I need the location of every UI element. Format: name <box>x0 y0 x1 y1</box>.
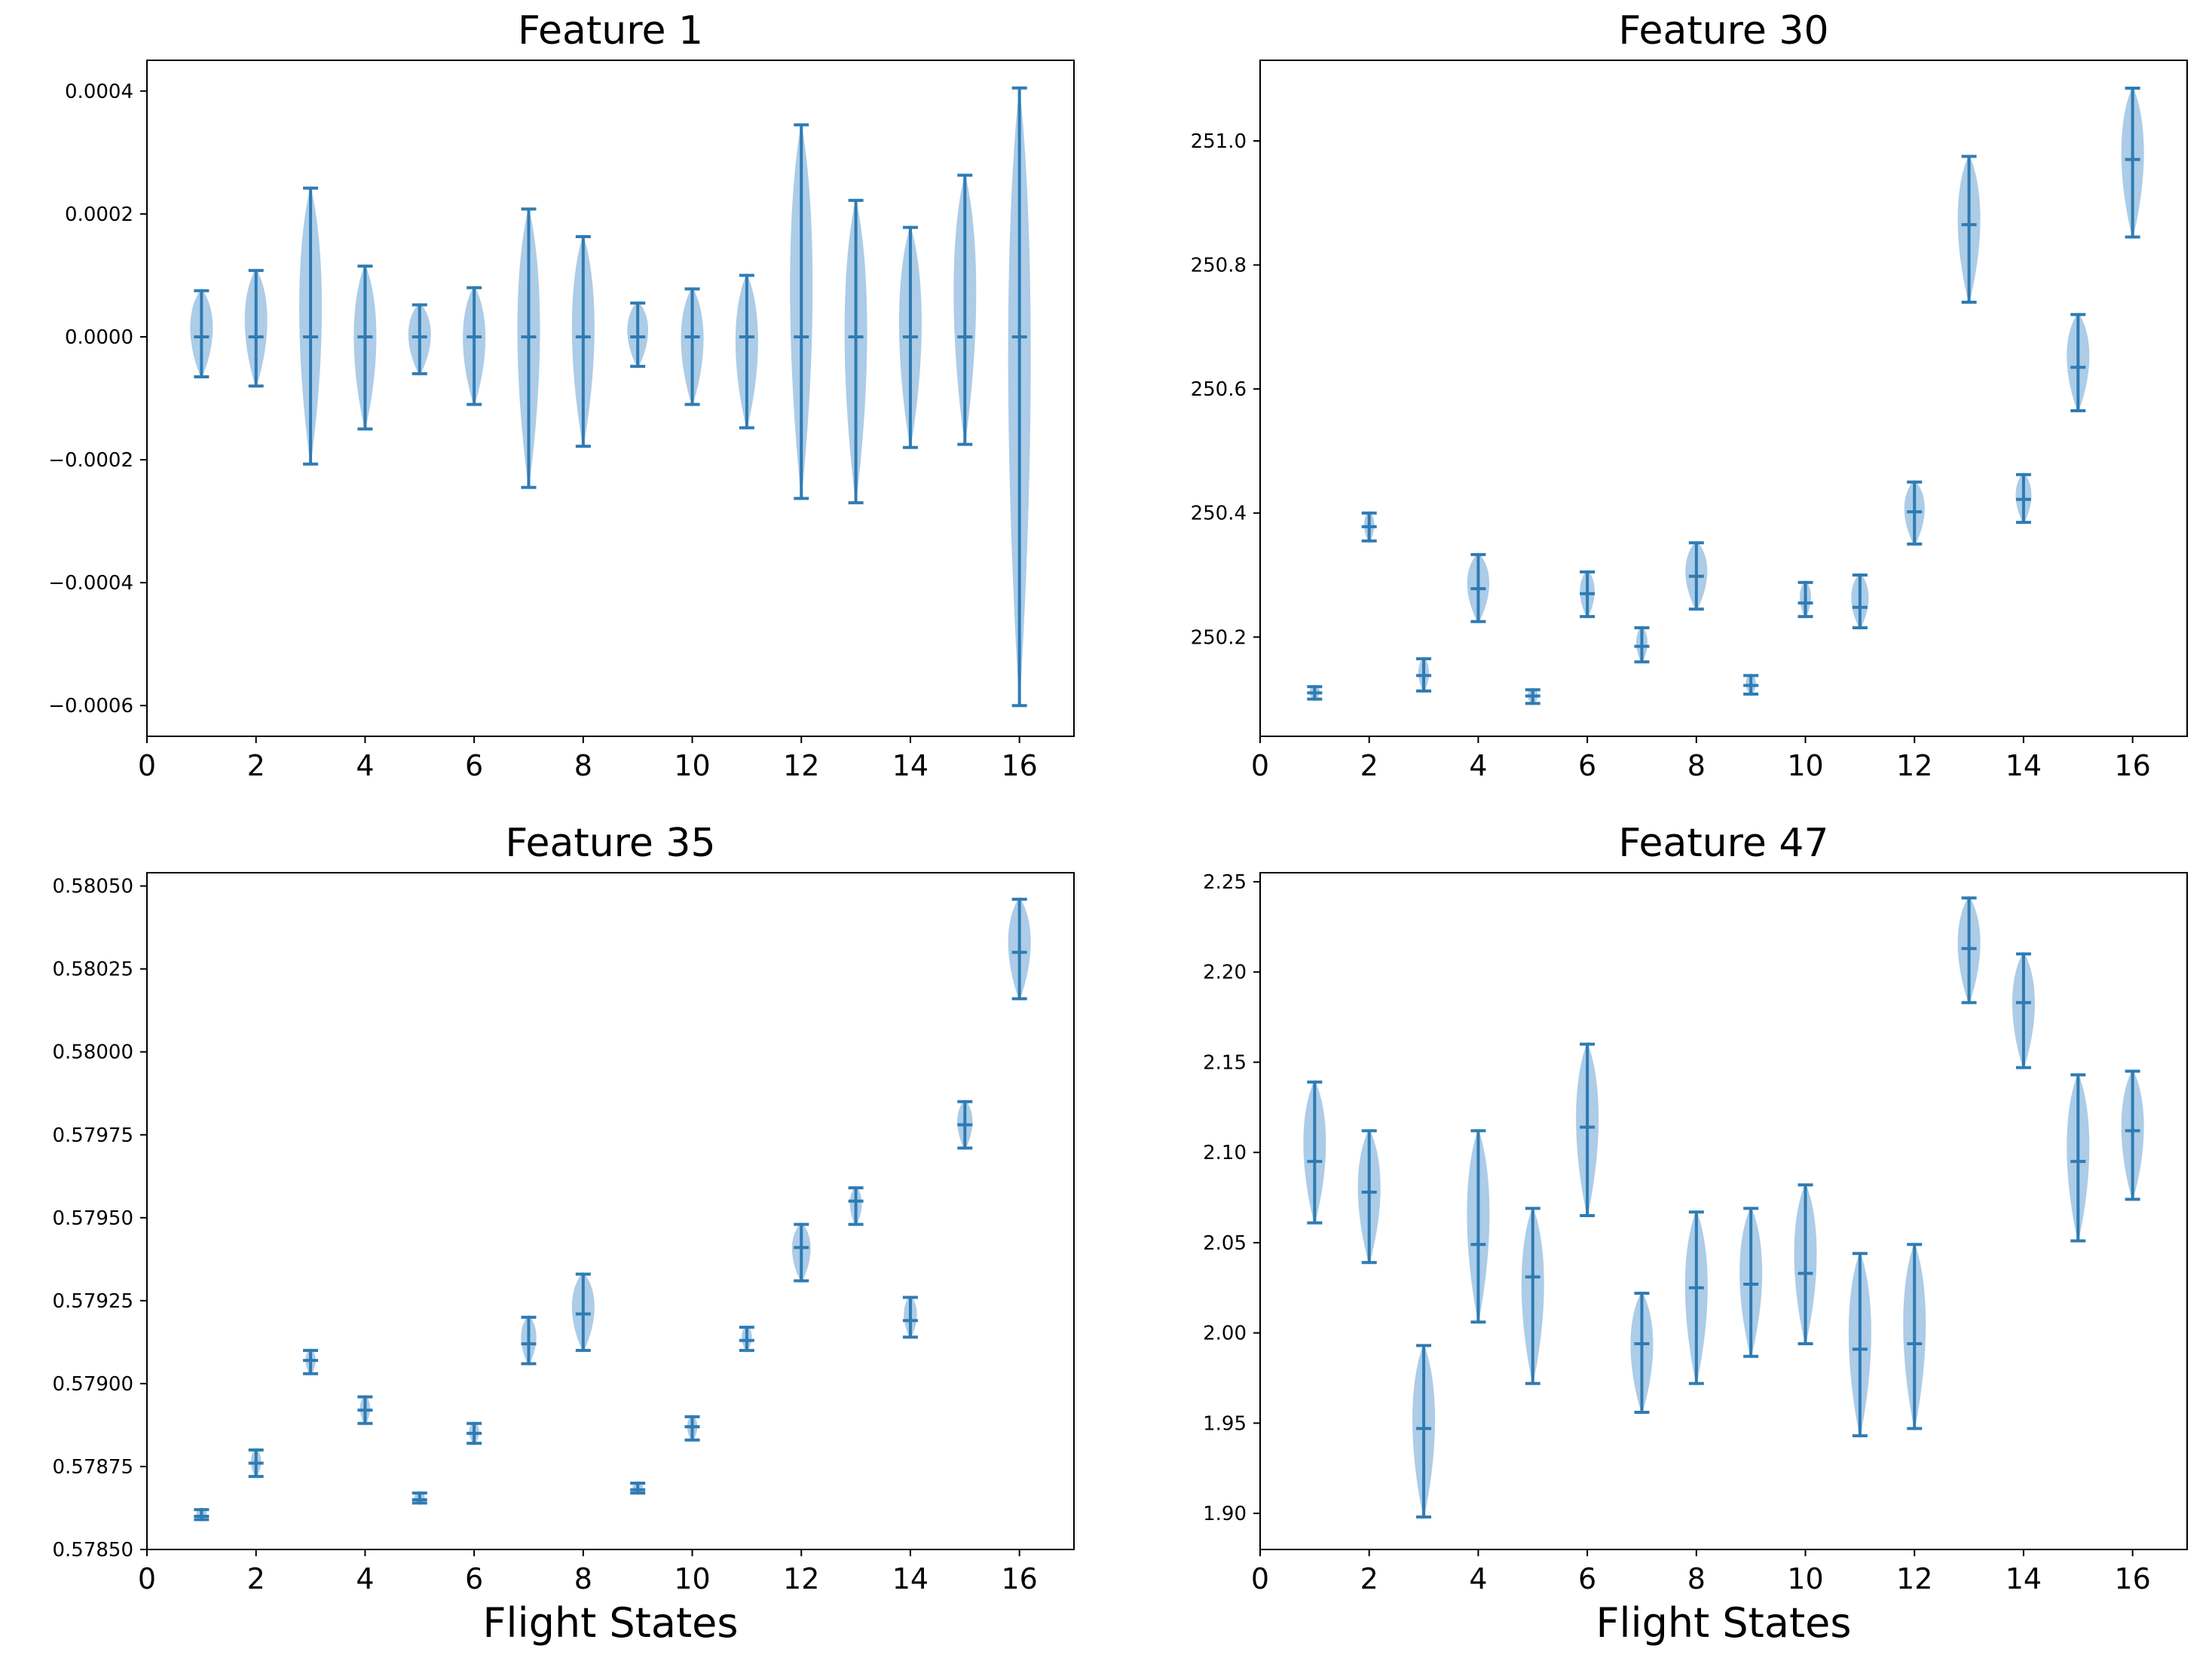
y-tick-label: 0.57850 <box>52 1539 133 1562</box>
x-tick-label: 8 <box>574 749 592 782</box>
y-tick-label: 250.2 <box>1191 626 1247 649</box>
x-tick-label: 16 <box>1001 749 1037 782</box>
x-tick-label: 12 <box>783 749 819 782</box>
subplot-1: 0.0004 0.0002 0.0000 −0.0002 −0.0004 −0.0006 0… <box>48 8 1075 782</box>
y-tick-label: −0.0006 <box>48 695 133 717</box>
x-tick-label: 0 <box>1251 749 1269 782</box>
x-tick-label: 14 <box>2005 1562 2042 1595</box>
x-tick-label: 4 <box>356 1562 374 1595</box>
chart-title: Feature 30 <box>1618 8 1828 54</box>
x-tick-label: 6 <box>1578 1562 1596 1595</box>
x-tick-label: 12 <box>783 1562 819 1595</box>
x-tick-label: 14 <box>2005 749 2042 782</box>
x-tick-label: 14 <box>892 749 929 782</box>
y-tick-label: 0.57925 <box>52 1290 133 1313</box>
y-tick-label: 250.6 <box>1191 378 1247 401</box>
x-axis-label: Flight States <box>1596 1599 1852 1647</box>
x-tick-label: 12 <box>1896 1562 1932 1595</box>
x-axis-label: Flight States <box>483 1599 739 1647</box>
subplot-2: 251.0 250.8 250.6 250.4 250.2 0 2 4 6 8 10 12 14 16 Fe… <box>1191 8 2188 782</box>
x-tick-label: 10 <box>674 749 710 782</box>
y-tick-label: −0.0002 <box>48 449 133 472</box>
x-tick-label: 2 <box>247 1562 265 1595</box>
x-tick-label: 6 <box>1578 749 1596 782</box>
y-tick-label: 0.58000 <box>52 1042 133 1064</box>
x-tick-label: 12 <box>1896 749 1932 782</box>
x-tick-label: 2 <box>1360 749 1378 782</box>
y-tick-label: 2.25 <box>1203 871 1247 894</box>
y-tick-label: 2.15 <box>1203 1051 1247 1074</box>
y-tick-label: 0.57875 <box>52 1456 133 1479</box>
x-tick-label: 8 <box>1687 749 1706 782</box>
x-tick-label: 14 <box>892 1562 929 1595</box>
axes-frame <box>146 872 1075 1550</box>
x-tick-label: 10 <box>1787 749 1823 782</box>
y-tick-label: 0.57950 <box>52 1207 133 1230</box>
y-tick-label: 250.4 <box>1191 503 1247 525</box>
axes-frame <box>1259 872 2188 1550</box>
y-tick-label: 0.58025 <box>52 959 133 981</box>
y-tick-label: 250.8 <box>1191 255 1247 277</box>
chart-title: Feature 47 <box>1618 821 1828 866</box>
y-tick-label: 1.90 <box>1203 1503 1247 1525</box>
x-tick-label: 0 <box>138 1562 156 1595</box>
subplot-4: 2.25 2.20 2.15 2.10 2.05 2.00 1.95 1.90 0 2 4 6 8 10 1… <box>1203 821 2188 1647</box>
x-tick-label: 16 <box>2114 1562 2150 1595</box>
x-tick-label: 2 <box>1360 1562 1378 1595</box>
x-tick-label: 16 <box>1001 1562 1037 1595</box>
y-tick-label: 0.0000 <box>65 326 133 349</box>
y-tick-label: 2.05 <box>1203 1232 1247 1255</box>
y-tick-label: 0.0004 <box>65 81 133 103</box>
x-tick-label: 4 <box>356 749 374 782</box>
y-tick-label: 0.57975 <box>52 1124 133 1147</box>
x-tick-label: 8 <box>574 1562 592 1595</box>
x-tick-label: 6 <box>465 749 483 782</box>
axes-frame <box>1259 60 2188 737</box>
y-tick-label: 2.10 <box>1203 1142 1247 1164</box>
x-tick-label: 2 <box>247 749 265 782</box>
x-tick-label: 10 <box>1787 1562 1823 1595</box>
y-tick-label: 0.58050 <box>52 876 133 898</box>
chart-title: Feature 35 <box>505 821 715 866</box>
y-tick-label: 1.95 <box>1203 1412 1247 1435</box>
x-tick-label: 6 <box>465 1562 483 1595</box>
y-tick-label: 2.00 <box>1203 1323 1247 1345</box>
subplot-3: 0.58050 0.58025 0.58000 0.57975 0.57950 0.579… <box>52 821 1075 1647</box>
y-tick-label: 0.0002 <box>65 203 133 226</box>
x-tick-label: 10 <box>674 1562 710 1595</box>
axes-frame <box>146 60 1075 737</box>
x-tick-label: 0 <box>1251 1562 1269 1595</box>
y-tick-label: 251.0 <box>1191 130 1247 153</box>
x-tick-label: 4 <box>1469 749 1487 782</box>
x-tick-label: 8 <box>1687 1562 1706 1595</box>
y-tick-label: −0.0004 <box>48 572 133 595</box>
x-tick-label: 0 <box>138 749 156 782</box>
y-tick-label: 0.57900 <box>52 1373 133 1396</box>
chart-title: Feature 1 <box>518 8 703 54</box>
y-tick-label: 2.20 <box>1203 962 1247 984</box>
x-tick-label: 4 <box>1469 1562 1487 1595</box>
x-tick-label: 16 <box>2114 749 2150 782</box>
